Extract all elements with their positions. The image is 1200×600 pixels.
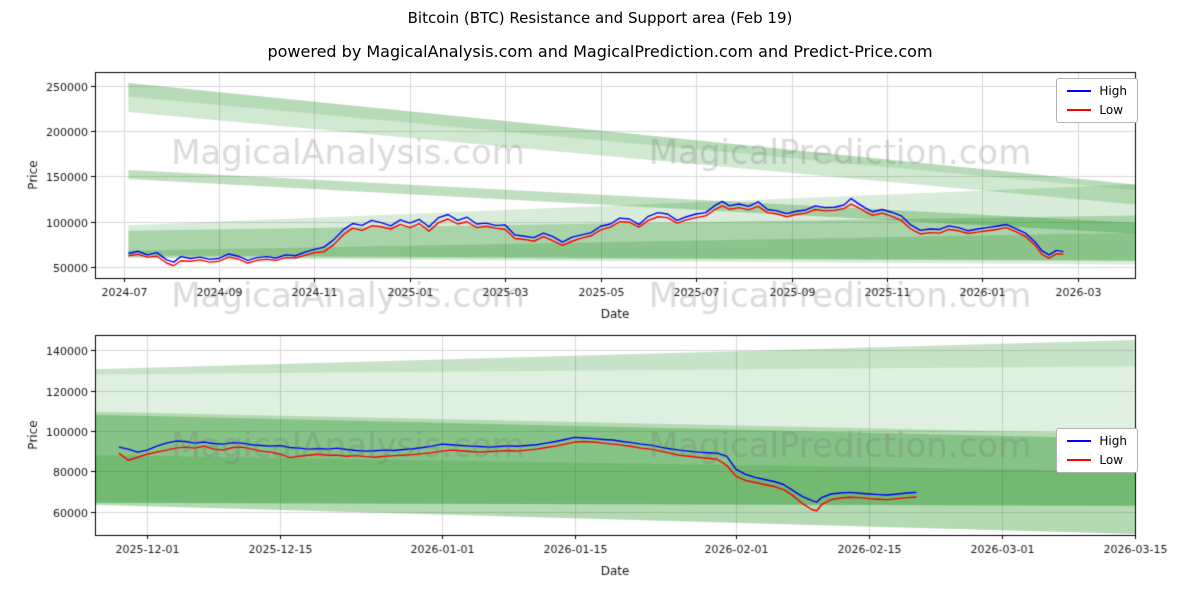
high-line-swatch xyxy=(1067,90,1092,92)
legend-high-label: High xyxy=(1099,84,1127,98)
legend-item-high: High xyxy=(1067,435,1127,447)
legend-low-label: Low xyxy=(1099,453,1124,467)
chart-subtitle: powered by MagicalAnalysis.com and Magic… xyxy=(267,42,933,61)
low-line-swatch xyxy=(1067,109,1092,111)
legend-top-chart: High Low xyxy=(1056,78,1138,123)
legend-bottom-chart: High Low xyxy=(1056,428,1138,473)
high-line-swatch xyxy=(1067,440,1092,442)
legend-item-high: High xyxy=(1067,85,1127,97)
chart-title: Bitcoin (BTC) Resistance and Support are… xyxy=(407,9,793,27)
low-line-swatch xyxy=(1067,459,1092,461)
legend-low-label: Low xyxy=(1099,103,1124,117)
legend-high-label: High xyxy=(1099,434,1127,448)
legend-item-low: Low xyxy=(1067,454,1127,466)
legend-item-low: Low xyxy=(1067,104,1127,116)
